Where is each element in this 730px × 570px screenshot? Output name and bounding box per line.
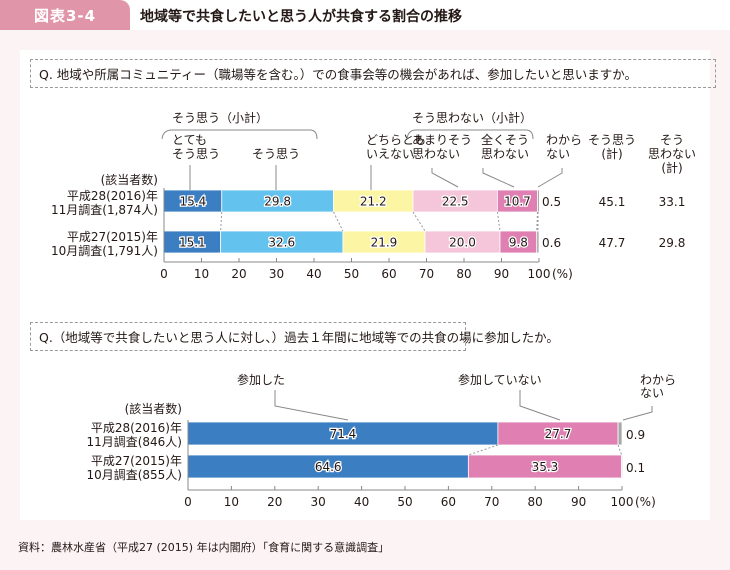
x-tick-label: 60 — [381, 267, 396, 281]
group-bracket-disagree — [406, 129, 534, 140]
bar-value-label: 35.3 — [532, 460, 559, 474]
x-tick-label: 40 — [354, 495, 369, 509]
x-tick-label: 50 — [344, 267, 359, 281]
group-bracket-agree — [161, 129, 318, 140]
category-label: 平成28(2016)年 — [67, 189, 158, 203]
bar-segment — [536, 230, 540, 254]
connector-line — [412, 211, 426, 232]
agree-total-value: 47.7 — [599, 236, 626, 250]
bar-segment — [537, 189, 540, 213]
x-tick-label: 40 — [306, 267, 321, 281]
leader-line — [431, 168, 459, 188]
bar-value-label: 22.5 — [442, 195, 469, 209]
leader-line — [482, 168, 515, 188]
bar-value-label: 10.7 — [504, 195, 531, 209]
x-tick-label: 90 — [571, 495, 586, 509]
category-label: 平成27(2015)年 — [67, 230, 158, 244]
leader-line — [274, 390, 349, 421]
agree-total-header: そう思う(計) — [588, 133, 636, 161]
source-note: 資料：農林水産省（平成27 (2015) 年は内閣府）「食育に関する意識調査」 — [18, 541, 390, 554]
leader-line — [622, 406, 653, 421]
figure-title: 地域等で共食したいと思う人が共食する割合の推移 — [140, 9, 462, 25]
legend-label: わからない — [640, 373, 676, 400]
bar-segment — [617, 421, 623, 446]
legend-label: 全くそう思わない — [481, 132, 529, 161]
x-tick-label: 70 — [419, 267, 434, 281]
leader-line — [519, 390, 561, 421]
disagree-total-value: 29.8 — [659, 236, 686, 250]
category-label: 10月調査(1,791人) — [51, 244, 158, 258]
x-tick-label: 100 — [611, 495, 634, 509]
bar-value-label: 21.9 — [371, 236, 398, 250]
figure-tag: 図表3-4 — [0, 0, 130, 30]
x-tick-label: 20 — [231, 267, 246, 281]
group-label-disagree: そう思わない（小計） — [412, 110, 532, 125]
connector-line — [468, 444, 499, 456]
x-tick-label: 0 — [160, 267, 168, 281]
bar-value-label: 20.0 — [449, 236, 476, 250]
x-tick-label: 80 — [528, 495, 543, 509]
x-tick-label: 20 — [267, 495, 282, 509]
connector-line — [333, 211, 344, 232]
x-tick-label: 10 — [194, 267, 209, 281]
x-tick-label: 30 — [311, 495, 326, 509]
x-tick-label: 60 — [441, 495, 456, 509]
legend-label: わからない — [546, 133, 582, 161]
bar-value-label: 21.2 — [360, 195, 387, 209]
category-label: 平成27(2015)年 — [91, 454, 182, 468]
bar-value-label: 71.4 — [330, 427, 357, 441]
x-tick-label: 30 — [269, 267, 284, 281]
x-tick-label: 80 — [456, 267, 471, 281]
connector-line — [617, 444, 623, 456]
bar-value-label: 9.8 — [509, 236, 528, 250]
row-header: (該当者数) — [101, 172, 158, 187]
bar-value-label: 64.6 — [315, 460, 342, 474]
category-label: 平成28(2016)年 — [91, 421, 182, 435]
legend-label: そう思う — [252, 147, 300, 161]
question-2: Q.（地域等で共食したいと思う人に対し、）過去１年間に地域等での共食の場に参加し… — [30, 322, 559, 351]
bar-value-label: 15.4 — [180, 195, 207, 209]
unknown-value-label: 0.6 — [542, 236, 561, 250]
category-label: 11月調査(1,874人) — [51, 203, 158, 217]
legend-label: とてもそう思う — [172, 133, 220, 161]
legend-label: あまりそう思わない — [412, 133, 472, 161]
legend-label: 参加していない — [458, 372, 542, 387]
disagree-total-header: そう思わない(計) — [648, 133, 696, 175]
connector-line — [536, 211, 538, 232]
unknown-value-label: 0.9 — [626, 428, 645, 442]
x-tick-label: 90 — [494, 267, 509, 281]
x-tick-label: 0 — [184, 495, 192, 509]
agree-total-value: 45.1 — [599, 195, 626, 209]
x-unit-label: (%) — [635, 495, 656, 509]
x-tick-label: 70 — [484, 495, 499, 509]
category-label: 10月調査(855人) — [86, 468, 182, 482]
bar-value-label: 27.7 — [545, 427, 572, 441]
category-label: 11月調査(846人) — [86, 435, 182, 449]
x-unit-label: (%) — [552, 267, 573, 281]
connector-line — [220, 211, 223, 232]
legend-label: 参加した — [237, 372, 285, 387]
row-header: (該当者数) — [125, 401, 182, 416]
unknown-value-label: 0.5 — [542, 195, 561, 209]
group-label-agree: そう思う（小計） — [172, 110, 268, 125]
unknown-value-label: 0.1 — [626, 461, 645, 475]
connector-line — [496, 211, 501, 232]
bar-value-label: 15.1 — [179, 236, 206, 250]
bar-segment — [621, 454, 623, 479]
x-tick-label: 50 — [397, 495, 412, 509]
disagree-total-value: 33.1 — [659, 195, 686, 209]
x-tick-label: 100 — [528, 267, 551, 281]
bar-value-label: 32.6 — [268, 236, 295, 250]
legend-label: どちらともいえない — [366, 133, 426, 161]
leader-line — [537, 168, 563, 188]
question-1: Q. 地域や所属コミュニティー（職場等を含む。）での食事会等の機会があれば、参加… — [30, 59, 716, 88]
x-tick-label: 10 — [224, 495, 239, 509]
bar-value-label: 29.8 — [264, 195, 291, 209]
